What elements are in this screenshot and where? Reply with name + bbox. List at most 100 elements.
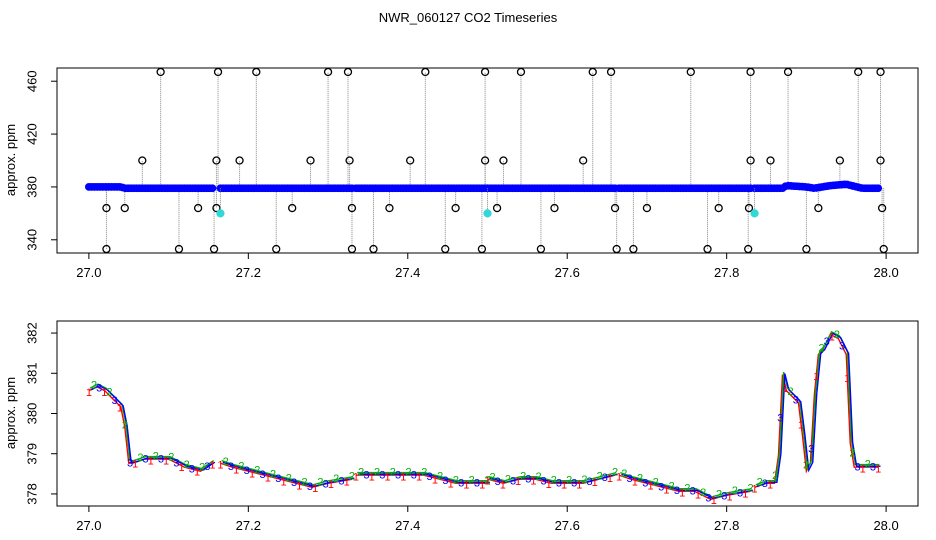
spike-point (714, 203, 723, 213)
spike-point (406, 156, 415, 165)
spike-point (744, 244, 753, 254)
spike-point (345, 156, 354, 165)
series-marker: 2 (153, 450, 159, 462)
p1-xtick-label: 27.0 (76, 265, 101, 280)
p1-xtick-label: 27.4 (395, 265, 420, 280)
series-marker: 2 (406, 466, 412, 478)
spike-point (814, 203, 823, 213)
series-marker: 1 (296, 480, 302, 492)
series-line (488, 471, 617, 482)
panel-bottom-axes: 27.0 27.2 27.4 27.6 27.8 28.0 378 379 380 381 382 (24, 322, 898, 533)
series-marker: 1 (829, 332, 835, 344)
series-marker: 1 (265, 473, 271, 485)
series-marker: 2 (199, 461, 205, 473)
spike-point (369, 244, 378, 254)
spike-point (550, 203, 559, 213)
spike-point (480, 67, 490, 77)
spike-point (477, 244, 487, 254)
series-marker: 2 (421, 467, 427, 479)
series-marker: 2 (653, 477, 659, 489)
series-marker: 1 (312, 483, 318, 495)
series-marker: 1 (592, 477, 598, 489)
panel-top-frame (56, 67, 919, 254)
panel-top-ylabel: approx. ppm (3, 124, 18, 196)
series-marker: 3 (854, 462, 860, 474)
series-marker: 1 (249, 469, 255, 481)
series-marker: 2 (453, 474, 459, 486)
series-marker: 2 (333, 473, 339, 485)
series-marker: 1 (369, 472, 375, 484)
series-marker: 2 (302, 477, 308, 489)
series-marker: 1 (515, 476, 521, 488)
spike-point (642, 203, 652, 213)
cyan-point (750, 209, 759, 218)
series-marker: 1 (432, 474, 438, 486)
series-marker: 2 (849, 447, 855, 459)
series-marker: 2 (788, 386, 794, 398)
series-marker: 1 (86, 387, 92, 399)
spike-point (421, 67, 430, 77)
series-marker: 1 (400, 472, 406, 484)
series-marker: 2 (137, 452, 143, 464)
series-marker: 3 (379, 470, 385, 482)
series-line (88, 385, 213, 472)
series-marker: 2 (469, 474, 475, 486)
series-marker: 2 (484, 474, 490, 486)
series-marker: 3 (427, 471, 433, 483)
spike-point (536, 244, 546, 254)
spike-point (686, 67, 695, 77)
spike-point (235, 156, 244, 165)
baseline-point (874, 184, 883, 193)
spike-point (252, 67, 261, 77)
spike-point (606, 67, 616, 77)
series-marker: 2 (270, 469, 276, 481)
series-marker: 3 (127, 458, 133, 470)
spike-point (879, 244, 888, 254)
spike-point (212, 156, 221, 165)
spike-point (499, 156, 508, 165)
series-marker: 3 (338, 475, 344, 487)
series-marker: 1 (101, 387, 107, 399)
series-marker: 3 (228, 461, 234, 473)
spike-point (138, 156, 147, 165)
spike-point (516, 67, 526, 77)
series-marker: 3 (586, 476, 592, 488)
series-marker: 3 (777, 413, 783, 425)
spike-point (579, 156, 588, 165)
series-marker: 1 (448, 478, 454, 490)
series-marker: 1 (632, 477, 638, 489)
series-marker: 1 (530, 476, 536, 488)
series-marker: 1 (844, 373, 850, 385)
series-marker: 1 (726, 491, 732, 503)
series-marker: 2 (317, 476, 323, 488)
series-marker: 1 (233, 465, 239, 477)
series-marker: 3 (96, 382, 102, 394)
series-marker: 2 (254, 465, 260, 477)
p2-ytick-label: 378 (24, 483, 39, 505)
series-marker: 3 (525, 474, 531, 486)
spike-point (209, 244, 219, 254)
series-marker: 1 (767, 480, 773, 492)
series-marker: 2 (834, 329, 840, 341)
series-marker: 1 (132, 459, 138, 471)
series-marker: 1 (328, 479, 334, 491)
p1-ytick-label: 380 (24, 176, 39, 198)
series-marker: 3 (158, 454, 164, 466)
series-marker: 3 (495, 476, 501, 488)
spike-point (703, 244, 712, 254)
series-marker: 1 (798, 419, 804, 431)
series-marker: 3 (690, 486, 696, 498)
series-line (355, 474, 488, 484)
series-marker: 3 (458, 478, 464, 490)
series-marker: 1 (179, 462, 185, 474)
series-marker: 3 (824, 336, 830, 348)
series-marker: 1 (281, 477, 287, 489)
series-marker: 1 (117, 402, 123, 414)
spike-point (213, 67, 223, 77)
spike-point (347, 244, 357, 254)
series-marker: 3 (142, 454, 148, 466)
series-marker: 3 (259, 469, 265, 481)
series-marker: 3 (705, 493, 711, 505)
